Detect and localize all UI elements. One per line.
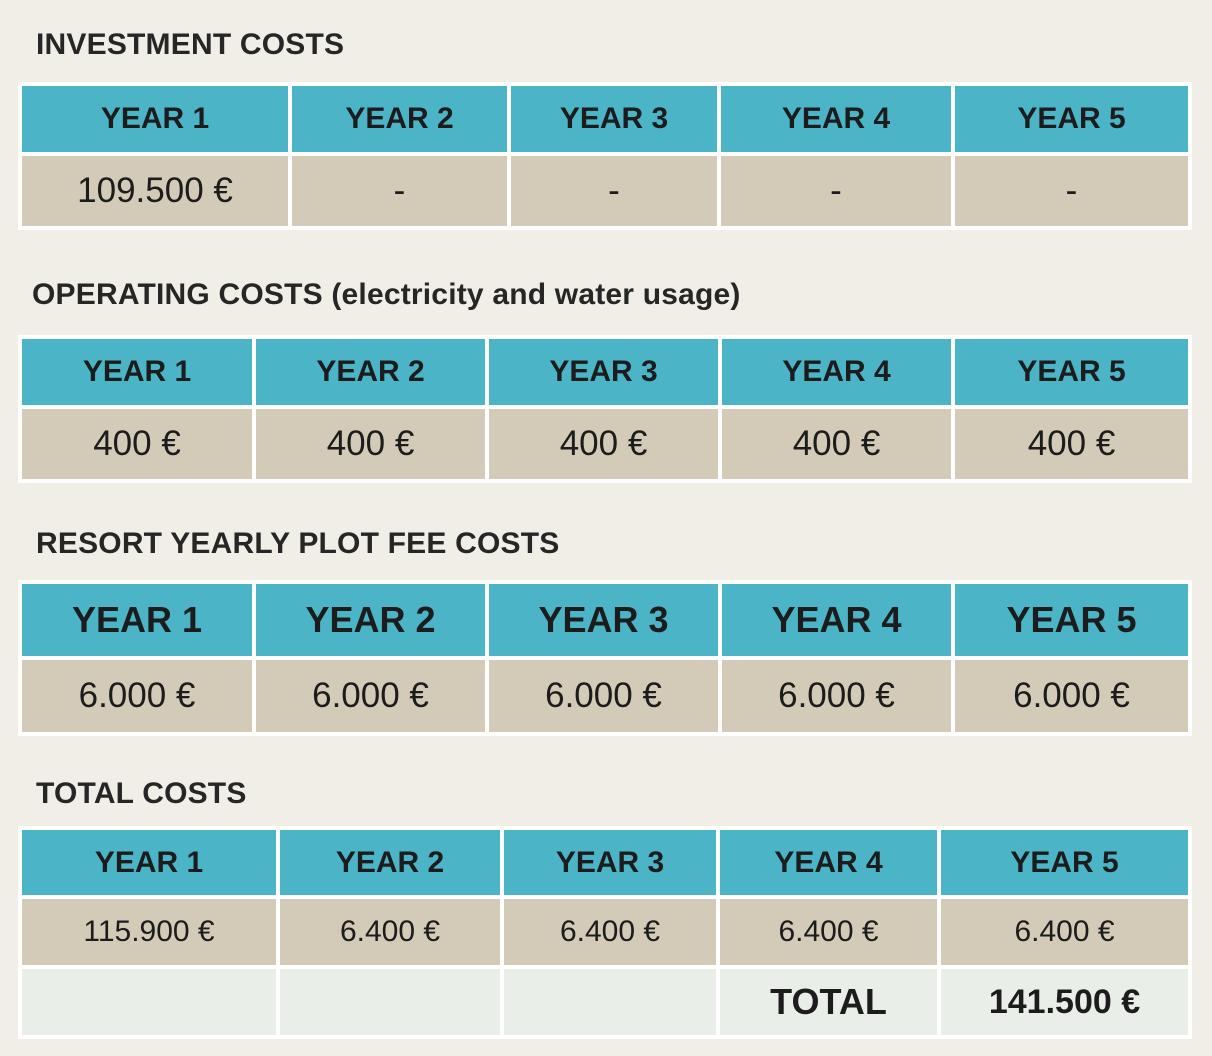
operating-costs-table: YEAR 1 YEAR 2 YEAR 3 YEAR 4 YEAR 5 400 €… bbox=[18, 335, 1192, 483]
plot-fee-header-year-4: YEAR 4 bbox=[718, 580, 955, 660]
total-header-year-1: YEAR 1 bbox=[18, 826, 280, 899]
total-value-year-2: 6.400 € bbox=[276, 895, 504, 969]
investment-costs-title: INVESTMENT COSTS bbox=[36, 28, 345, 61]
operating-header-year-3: YEAR 3 bbox=[485, 335, 722, 409]
plot-fee-value-year-5: 6.000 € bbox=[951, 656, 1192, 736]
total-value-year-5: 6.400 € bbox=[937, 895, 1192, 969]
operating-value-year-1: 400 € bbox=[18, 405, 256, 483]
investment-value-year-3: - bbox=[507, 152, 721, 230]
plot-fee-value-year-4: 6.000 € bbox=[718, 656, 955, 736]
grand-total-label: TOTAL bbox=[716, 965, 941, 1039]
total-value-year-3: 6.400 € bbox=[500, 895, 720, 969]
investment-value-year-4: - bbox=[717, 152, 955, 230]
total-header-year-4: YEAR 4 bbox=[716, 826, 941, 899]
total-value-year-4: 6.400 € bbox=[716, 895, 941, 969]
plot-fee-value-year-1: 6.000 € bbox=[18, 656, 256, 736]
operating-costs-title: OPERATING COSTS (electricity and water u… bbox=[32, 278, 741, 311]
operating-value-year-3: 400 € bbox=[485, 405, 722, 483]
total-header-year-5: YEAR 5 bbox=[937, 826, 1192, 899]
value-row: 115.900 € 6.400 € 6.400 € 6.400 € 6.400 … bbox=[18, 895, 1192, 969]
total-header-year-2: YEAR 2 bbox=[276, 826, 504, 899]
investment-header-year-3: YEAR 3 bbox=[507, 82, 721, 156]
investment-value-year-2: - bbox=[288, 152, 511, 230]
plot-fee-costs-table: YEAR 1 YEAR 2 YEAR 3 YEAR 4 YEAR 5 6.000… bbox=[18, 580, 1192, 736]
operating-header-year-5: YEAR 5 bbox=[951, 335, 1192, 409]
plot-fee-header-year-1: YEAR 1 bbox=[18, 580, 256, 660]
plot-fee-value-year-3: 6.000 € bbox=[485, 656, 722, 736]
grand-total-value: 141.500 € bbox=[937, 965, 1192, 1039]
value-row: 6.000 € 6.000 € 6.000 € 6.000 € 6.000 € bbox=[18, 656, 1192, 736]
plot-fee-header-year-5: YEAR 5 bbox=[951, 580, 1192, 660]
operating-value-year-4: 400 € bbox=[718, 405, 955, 483]
investment-header-year-1: YEAR 1 bbox=[18, 82, 292, 156]
empty-cell bbox=[500, 965, 720, 1039]
plot-fee-header-year-3: YEAR 3 bbox=[485, 580, 722, 660]
investment-header-year-2: YEAR 2 bbox=[288, 82, 511, 156]
total-costs-title: TOTAL COSTS bbox=[36, 777, 247, 810]
operating-header-year-2: YEAR 2 bbox=[252, 335, 489, 409]
investment-header-year-4: YEAR 4 bbox=[717, 82, 955, 156]
total-costs-table: YEAR 1 YEAR 2 YEAR 3 YEAR 4 YEAR 5 115.9… bbox=[18, 826, 1192, 1039]
operating-header-year-1: YEAR 1 bbox=[18, 335, 256, 409]
investment-value-year-1: 109.500 € bbox=[18, 152, 292, 230]
operating-value-year-2: 400 € bbox=[252, 405, 489, 483]
header-row: YEAR 1 YEAR 2 YEAR 3 YEAR 4 YEAR 5 bbox=[18, 580, 1192, 660]
investment-value-year-5: - bbox=[951, 152, 1192, 230]
empty-cell bbox=[18, 965, 280, 1039]
total-header-year-3: YEAR 3 bbox=[500, 826, 720, 899]
header-row: YEAR 1 YEAR 2 YEAR 3 YEAR 4 YEAR 5 bbox=[18, 335, 1192, 409]
investment-header-year-5: YEAR 5 bbox=[951, 82, 1192, 156]
empty-cell bbox=[276, 965, 504, 1039]
investment-costs-table: YEAR 1 YEAR 2 YEAR 3 YEAR 4 YEAR 5 109.5… bbox=[18, 82, 1192, 230]
plot-fee-header-year-2: YEAR 2 bbox=[252, 580, 489, 660]
operating-value-year-5: 400 € bbox=[951, 405, 1192, 483]
value-row: 109.500 € - - - - bbox=[18, 152, 1192, 230]
header-row: YEAR 1 YEAR 2 YEAR 3 YEAR 4 YEAR 5 bbox=[18, 82, 1192, 156]
plot-fee-value-year-2: 6.000 € bbox=[252, 656, 489, 736]
operating-header-year-4: YEAR 4 bbox=[718, 335, 955, 409]
value-row: 400 € 400 € 400 € 400 € 400 € bbox=[18, 405, 1192, 483]
header-row: YEAR 1 YEAR 2 YEAR 3 YEAR 4 YEAR 5 bbox=[18, 826, 1192, 899]
grand-total-row: TOTAL 141.500 € bbox=[18, 965, 1192, 1039]
total-value-year-1: 115.900 € bbox=[18, 895, 280, 969]
plot-fee-costs-title: RESORT YEARLY PLOT FEE COSTS bbox=[36, 527, 560, 560]
